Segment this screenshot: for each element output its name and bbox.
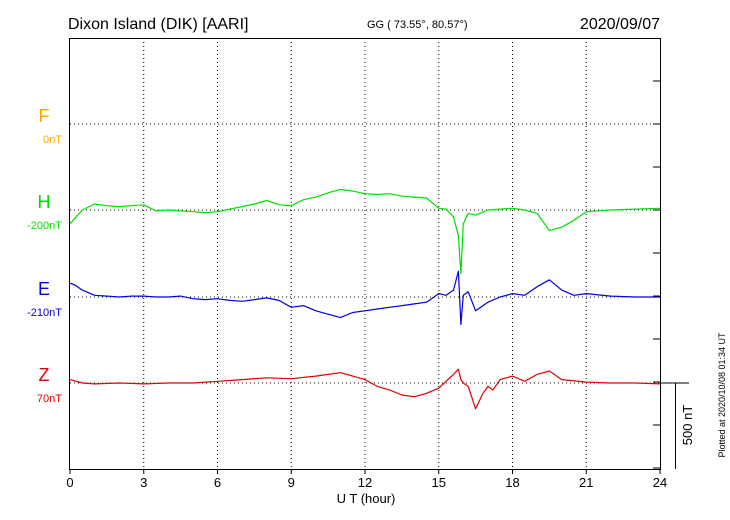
date-label: 2020/09/07 [580, 16, 660, 33]
x-tick-labels: 0 3 6 9 12 15 18 21 24 [66, 469, 667, 490]
station-title: Dixon Island (DIK) [AARI] [68, 16, 249, 33]
x-tick-label: 12 [358, 475, 372, 490]
x-tick-label: 0 [66, 475, 73, 490]
component-baseline-f: 0nT [43, 134, 62, 146]
component-labels: F 0nT H -200nT E -210nT Z 70nT [27, 106, 62, 405]
x-tick-label: 6 [214, 475, 221, 490]
geographic-coords: GG ( 73.55°, 80.57°) [367, 19, 468, 31]
component-letter-e: E [38, 279, 50, 299]
x-axis-label: U T (hour) [337, 491, 396, 506]
series-line-z [69, 368, 661, 410]
component-baseline-e: -210nT [27, 307, 62, 319]
scale-bar-label: 500 nT [680, 405, 695, 446]
series-line-e [69, 270, 660, 326]
x-tick-label: 15 [432, 475, 446, 490]
plotted-timestamp: Plotted at 2020/10/08 01:34 UT [717, 332, 727, 458]
x-tick-label: 21 [579, 475, 593, 490]
x-tick-label: 3 [140, 475, 147, 490]
grid-lines [70, 38, 660, 469]
series-line-h [69, 188, 661, 275]
right-tick-marks [653, 80, 660, 469]
scale-bar [660, 382, 689, 469]
data-series [69, 188, 661, 410]
component-letter-z: Z [39, 365, 50, 385]
component-letter-h: H [38, 192, 51, 212]
x-tick-label: 24 [653, 475, 667, 490]
component-baseline-z: 70nT [37, 393, 62, 405]
component-baseline-h: -200nT [27, 220, 62, 232]
x-tick-label: 18 [505, 475, 519, 490]
component-letter-f: F [39, 106, 50, 126]
x-tick-label: 9 [288, 475, 295, 490]
